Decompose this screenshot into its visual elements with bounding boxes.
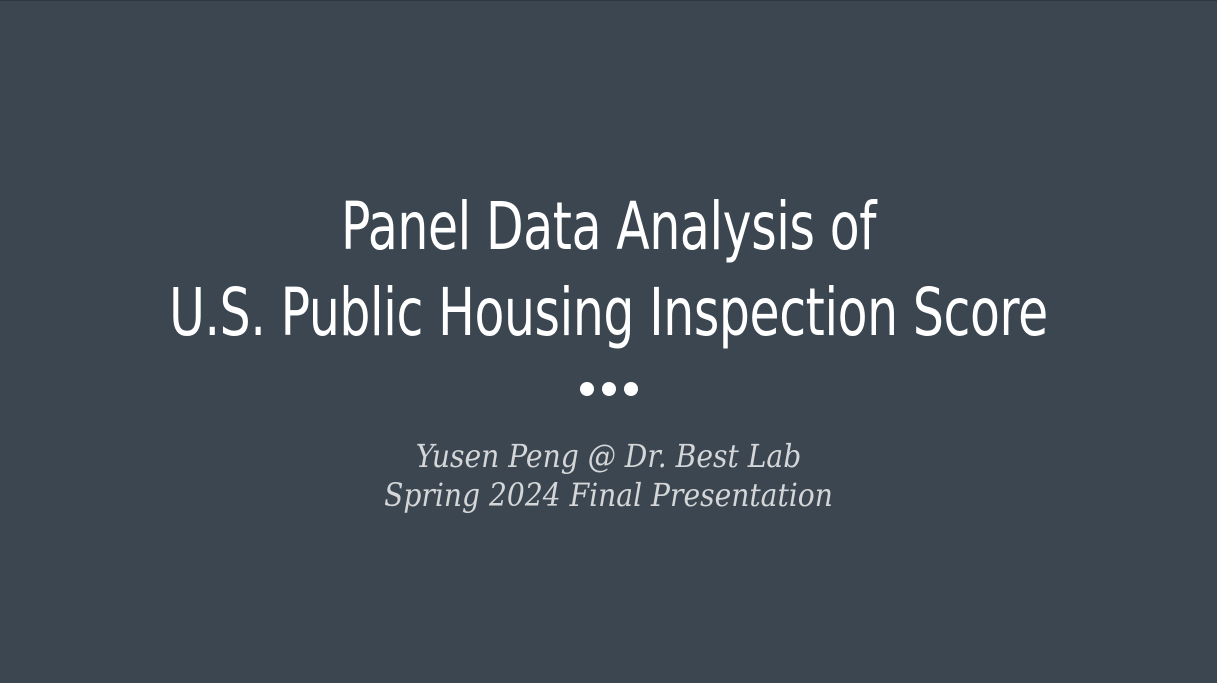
three-dots-icon xyxy=(0,382,1217,396)
slide-title-line-1: Panel Data Analysis of xyxy=(340,188,877,265)
slide-title-line-2: U.S. Public Housing Inspection Score xyxy=(169,274,1048,351)
dot-1 xyxy=(579,382,594,396)
subtitle-event: Spring 2024 Final Presentation xyxy=(384,476,833,514)
subtitle-author: Yusen Peng @ Dr. Best Lab xyxy=(415,437,802,475)
dot-2 xyxy=(601,382,616,396)
slide-subtitle: Yusen Peng @ Dr. Best Lab Spring 2024 Fi… xyxy=(73,437,1144,515)
slide-title: Panel Data Analysis of U.S. Public Housi… xyxy=(158,184,1059,356)
dot-3 xyxy=(623,382,638,396)
